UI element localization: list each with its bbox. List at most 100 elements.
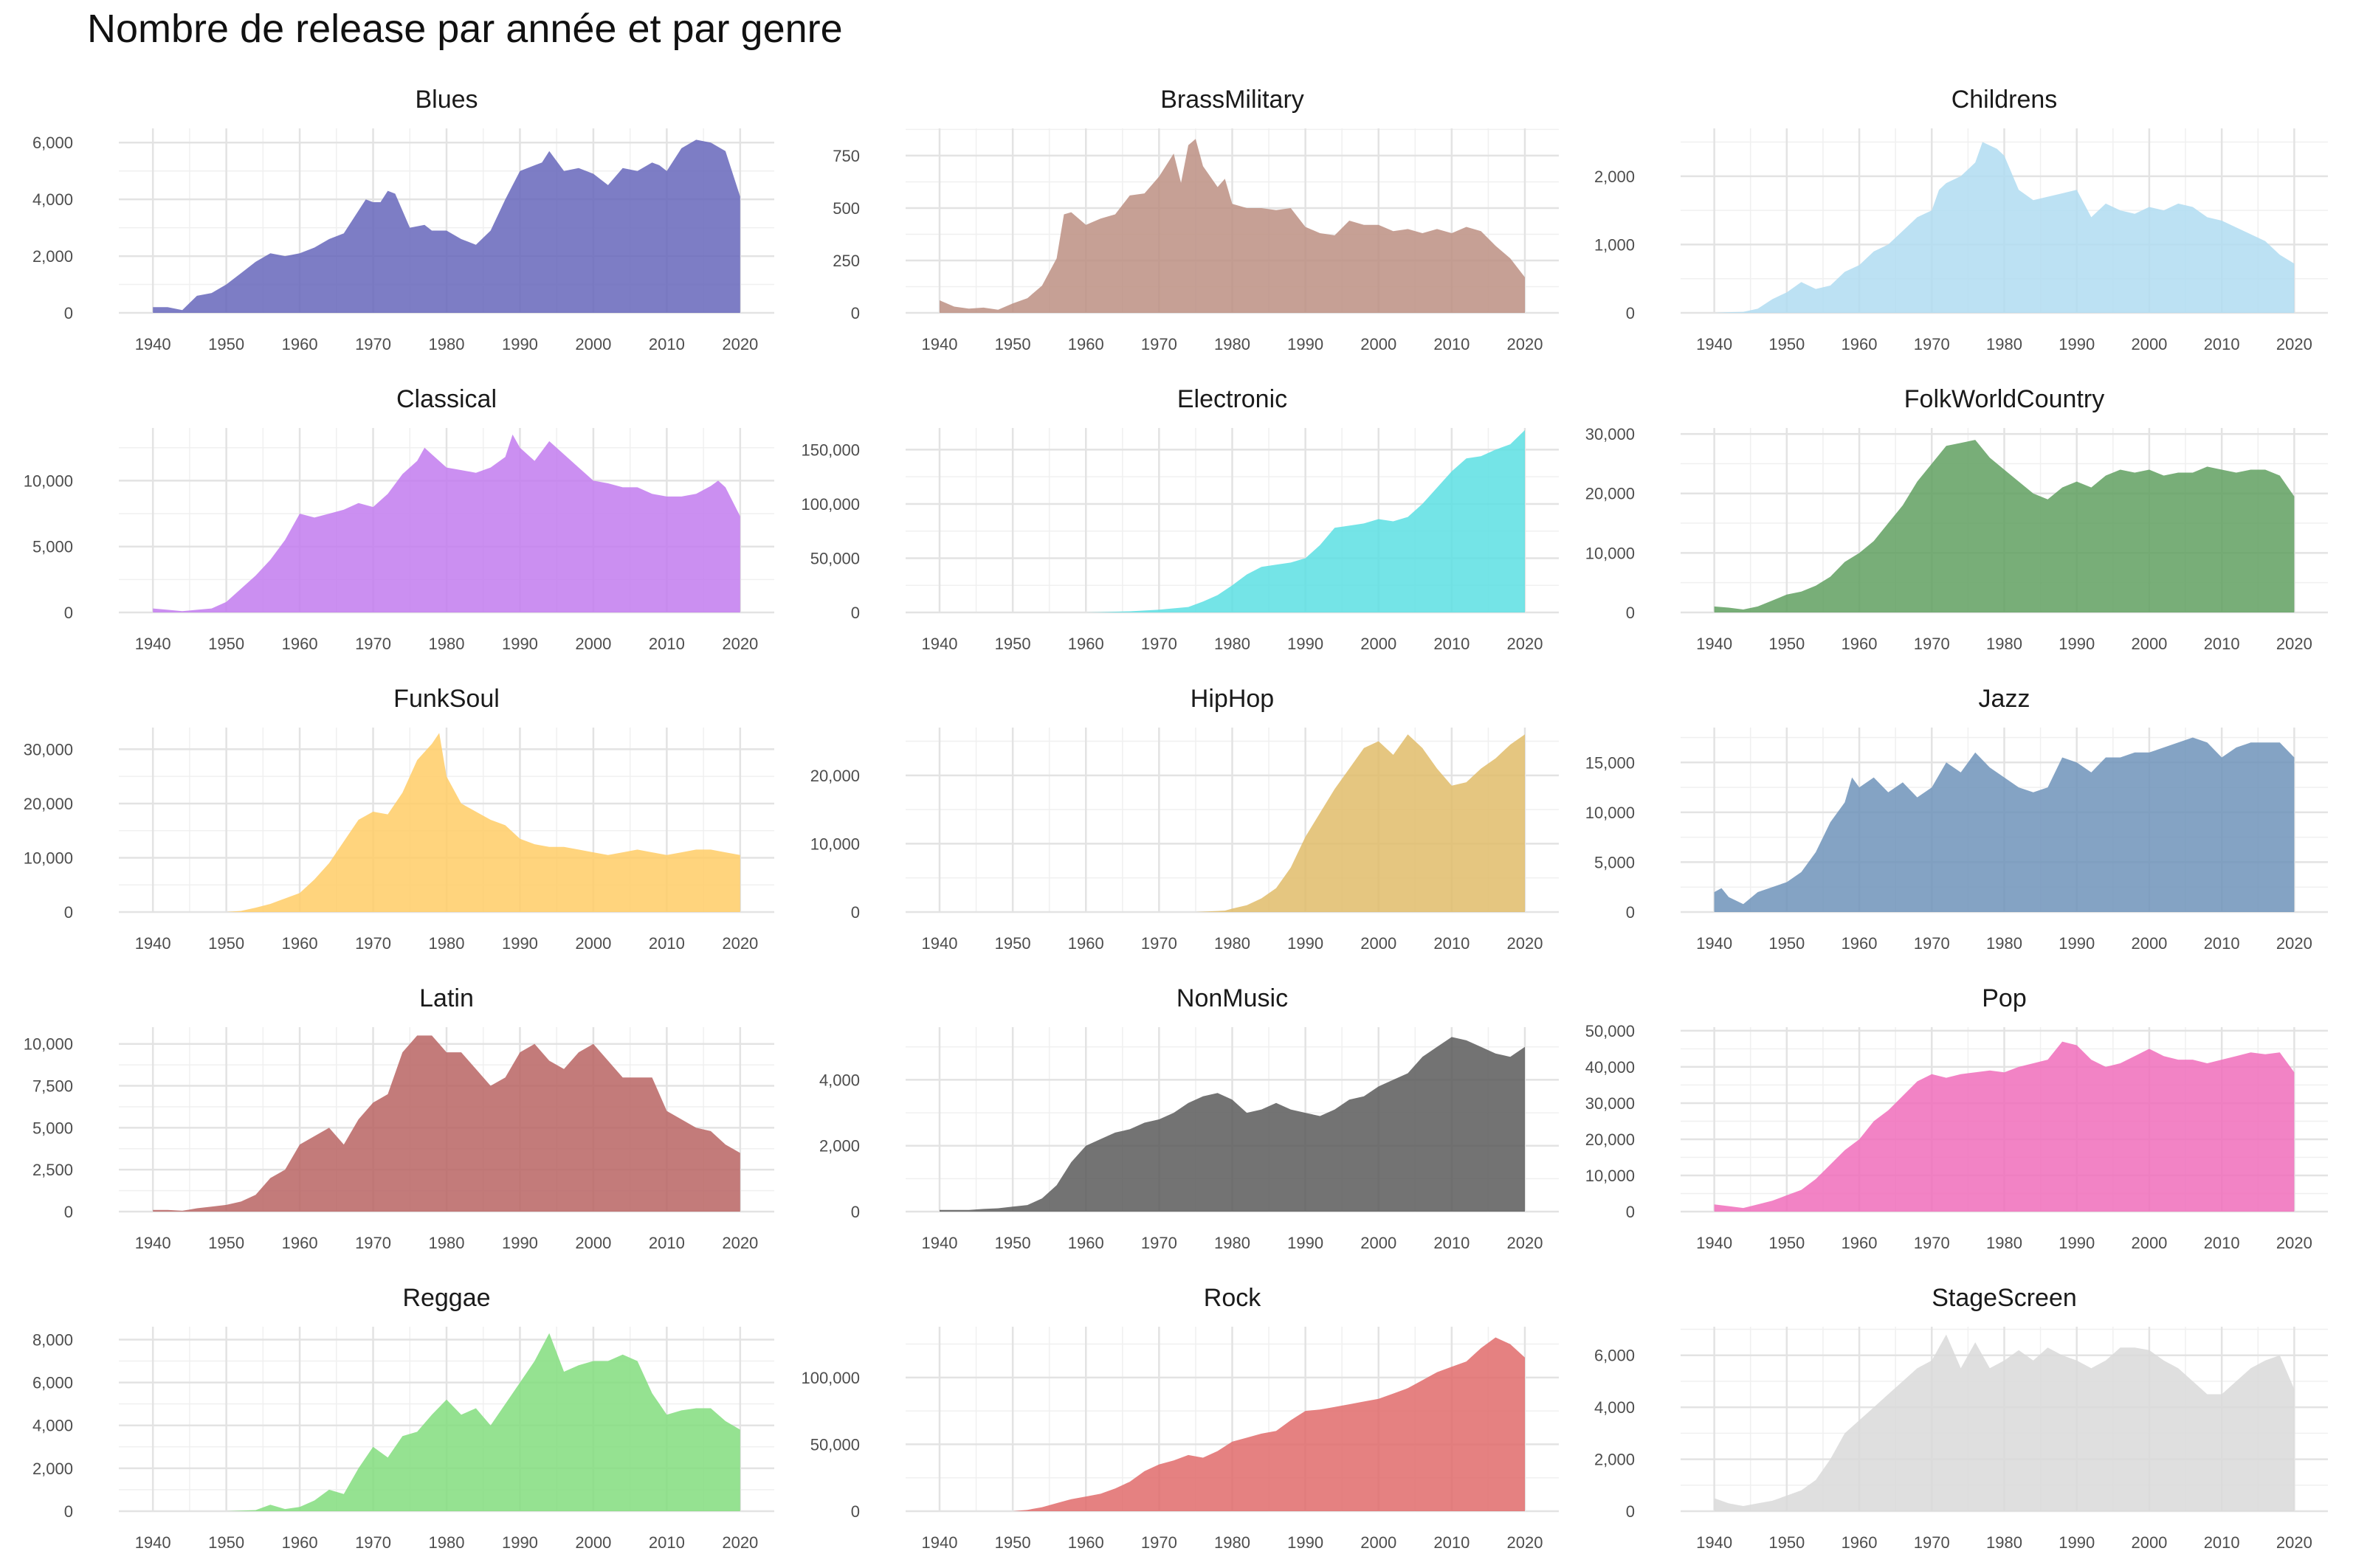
x-tick-label: 2010 — [2204, 1533, 2240, 1552]
x-tick-label: 1950 — [1768, 335, 1805, 353]
x-tick-label: 1980 — [1986, 635, 2022, 653]
panel-title: Childrens — [1951, 86, 2058, 114]
x-tick-label: 2020 — [1507, 635, 1543, 653]
y-tick-label: 10,000 — [810, 835, 860, 853]
x-tick-label: 2020 — [1507, 1234, 1543, 1252]
x-tick-label: 2010 — [1433, 1533, 1470, 1552]
x-tick-label: 2000 — [2131, 934, 2167, 953]
x-tick-label: 1970 — [355, 335, 391, 353]
x-tick-label: 1970 — [1141, 1533, 1177, 1552]
x-tick-label: 1970 — [355, 1533, 391, 1552]
y-tick-label: 50,000 — [810, 1435, 860, 1454]
panel-title: Electronic — [1177, 385, 1287, 413]
y-tick-label: 50,000 — [810, 549, 860, 567]
y-tick-label: 100,000 — [801, 1369, 860, 1387]
area-reggae — [153, 1333, 740, 1511]
y-tick-label: 20,000 — [24, 795, 73, 813]
x-tick-label: 2020 — [1507, 1533, 1543, 1552]
y-tick-label: 0 — [64, 604, 73, 622]
x-tick-label: 1960 — [282, 635, 318, 653]
x-tick-label: 2020 — [722, 934, 758, 953]
x-tick-label: 1940 — [135, 934, 171, 953]
x-tick-label: 2010 — [2204, 1234, 2240, 1252]
x-tick-label: 2010 — [649, 1234, 685, 1252]
x-tick-label: 1960 — [282, 335, 318, 353]
x-tick-label: 1950 — [208, 335, 244, 353]
area-nonmusic — [940, 1037, 1525, 1212]
x-tick-label: 1980 — [429, 1533, 465, 1552]
x-tick-label: 2010 — [1433, 635, 1470, 653]
x-tick-label: 1950 — [208, 1234, 244, 1252]
x-tick-label: 2000 — [1360, 1234, 1396, 1252]
panel-brassmilitary: BrassMilitary 0 250 500 750 1940 1950 1960 1970 1… — [833, 86, 1559, 353]
x-tick-label: 2010 — [1433, 934, 1470, 953]
x-tick-label: 2000 — [575, 934, 611, 953]
y-tick-label: 2,000 — [32, 247, 73, 266]
x-tick-label: 1990 — [502, 335, 538, 353]
x-tick-label: 1980 — [1214, 1533, 1250, 1552]
panel-title: HipHop — [1191, 685, 1274, 713]
y-tick-label: 100,000 — [801, 495, 860, 514]
x-tick-label: 1950 — [995, 934, 1031, 953]
x-tick-label: 1950 — [208, 934, 244, 953]
y-tick-label: 4,000 — [819, 1071, 860, 1089]
x-tick-label: 1950 — [1768, 1234, 1805, 1252]
y-tick-label: 0 — [64, 304, 73, 322]
y-tick-label: 4,000 — [32, 190, 73, 209]
y-tick-label: 30,000 — [24, 740, 73, 759]
x-tick-label: 1950 — [995, 1234, 1031, 1252]
x-tick-label: 1990 — [1287, 635, 1323, 653]
y-tick-label: 10,000 — [24, 472, 73, 490]
panel-rock: Rock 0 50,000 100,000 1940 1950 1960 1970 1980 19… — [801, 1284, 1559, 1552]
y-tick-label: 750 — [833, 147, 860, 165]
y-tick-label: 10,000 — [24, 849, 73, 867]
y-tick-label: 0 — [64, 1203, 73, 1221]
x-tick-label: 1990 — [502, 1234, 538, 1252]
x-tick-label: 1940 — [1696, 335, 1732, 353]
x-tick-label: 1950 — [1768, 635, 1805, 653]
x-tick-label: 1960 — [1842, 1533, 1878, 1552]
x-tick-label: 2020 — [722, 635, 758, 653]
panel-nonmusic: NonMusic 0 2,000 4,000 1940 1950 1960 1970 1980 1… — [819, 984, 1559, 1252]
y-tick-label: 150,000 — [801, 441, 860, 459]
x-tick-label: 1980 — [1214, 1234, 1250, 1252]
x-tick-label: 2020 — [2276, 1234, 2312, 1252]
x-tick-label: 1940 — [135, 1533, 171, 1552]
x-tick-label: 1940 — [135, 635, 171, 653]
panel-folkworldcountry: FolkWorldCountry 0 10,000 20,000 30,000 1940 1… — [1585, 385, 2328, 653]
y-tick-label: 10,000 — [24, 1035, 73, 1054]
area-jazz — [1714, 737, 2295, 912]
x-tick-label: 1980 — [1986, 1533, 2022, 1552]
panel-title: Jazz — [1979, 685, 2030, 713]
x-tick-label: 1940 — [1696, 1533, 1732, 1552]
x-tick-label: 1950 — [1768, 1533, 1805, 1552]
panel-title: Reggae — [402, 1284, 490, 1312]
y-tick-label: 7,500 — [32, 1077, 73, 1096]
y-tick-label: 4,000 — [1594, 1398, 1635, 1417]
panel-title: NonMusic — [1176, 984, 1288, 1012]
area-funksoul — [153, 733, 740, 912]
x-tick-label: 2010 — [649, 635, 685, 653]
x-tick-label: 1990 — [2059, 1234, 2095, 1252]
y-tick-label: 10,000 — [1585, 544, 1635, 562]
x-tick-label: 2020 — [2276, 1533, 2312, 1552]
panel-title: Classical — [396, 385, 497, 413]
x-tick-label: 2010 — [2204, 635, 2240, 653]
panel-title: BrassMilitary — [1160, 86, 1304, 114]
x-tick-label: 2000 — [575, 1533, 611, 1552]
x-tick-label: 2020 — [2276, 934, 2312, 953]
x-tick-label: 1940 — [135, 335, 171, 353]
x-tick-label: 1980 — [1986, 335, 2022, 353]
x-tick-label: 1970 — [1914, 335, 1950, 353]
x-tick-label: 1990 — [2059, 335, 2095, 353]
x-tick-label: 2010 — [649, 1533, 685, 1552]
x-tick-label: 1980 — [1214, 635, 1250, 653]
y-tick-label: 6,000 — [32, 134, 73, 152]
panel-blues: Blues 0 2,000 4,000 6,000 1940 1950 1960 1970 198… — [32, 86, 774, 353]
x-tick-label: 1940 — [922, 1234, 958, 1252]
panel-electronic: Electronic 0 50,000 100,000 150,000 1940 1950 1… — [801, 385, 1559, 653]
y-tick-label: 8,000 — [32, 1330, 73, 1349]
x-tick-label: 2010 — [649, 934, 685, 953]
x-tick-label: 1960 — [1068, 1533, 1104, 1552]
x-tick-label: 2000 — [575, 335, 611, 353]
